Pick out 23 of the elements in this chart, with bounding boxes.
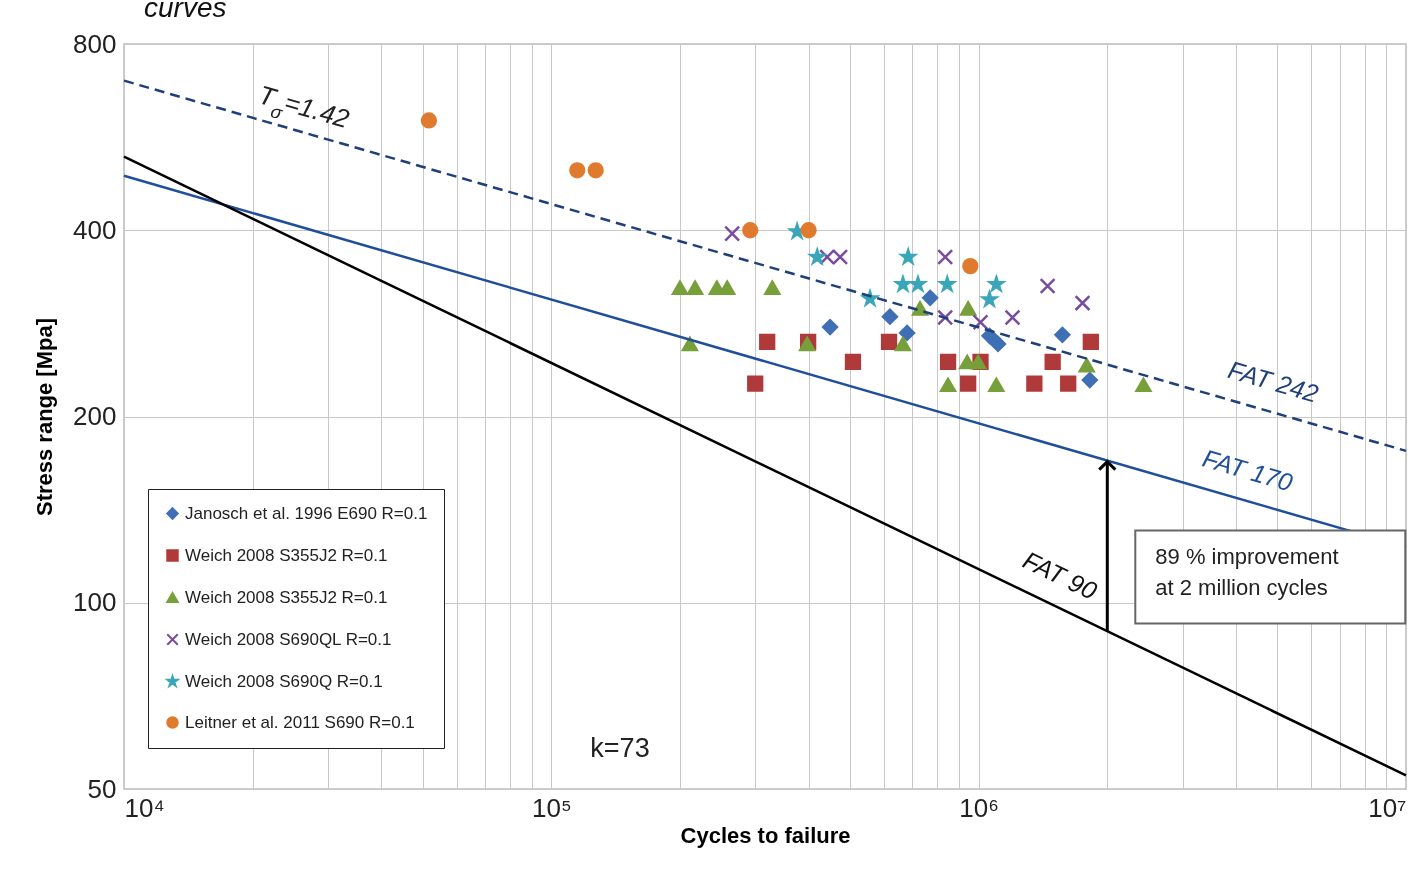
annotation: 89 % improvement at 2 million cycles [1155, 543, 1339, 600]
y-tick-label: 400 [73, 214, 117, 245]
x-tick-label: 10⁶ [959, 792, 999, 823]
y-tick-label: 800 [73, 28, 117, 59]
y-axis-title: Stress range [Mpa] [32, 317, 58, 517]
y-tick-label: 50 [87, 773, 117, 804]
legend-label: Leitner et al. 2011 S690 R=0.1 [185, 712, 415, 732]
text: FAT 242 [1225, 355, 1322, 408]
x-tick-label: 10⁴ [124, 792, 165, 823]
x-tick-label: 10⁷ [1368, 792, 1407, 823]
y-tick-label: 200 [73, 401, 117, 431]
legend-label: Weich 2008 S355J2 R=0.1 [185, 587, 388, 607]
y-tick-label: 100 [73, 587, 117, 618]
legend-label: Weich 2008 S690QL R=0.1 [185, 629, 392, 649]
text: FAT 90 [1018, 545, 1102, 605]
x-tick-label: 10⁵ [531, 792, 572, 823]
annotation: k=73 [590, 733, 650, 763]
legend-label: Weich 2008 S690Q R=0.1 [185, 671, 383, 691]
x-axis-title: Cycles to failure [680, 822, 851, 848]
chart-title: curves [144, 0, 227, 23]
legend-label: Janosch et al. 1996 E690 R=0.1 [185, 503, 428, 523]
legend-label: Weich 2008 S355J2 R=0.1 [185, 545, 388, 565]
text: FAT 170 [1199, 443, 1296, 497]
